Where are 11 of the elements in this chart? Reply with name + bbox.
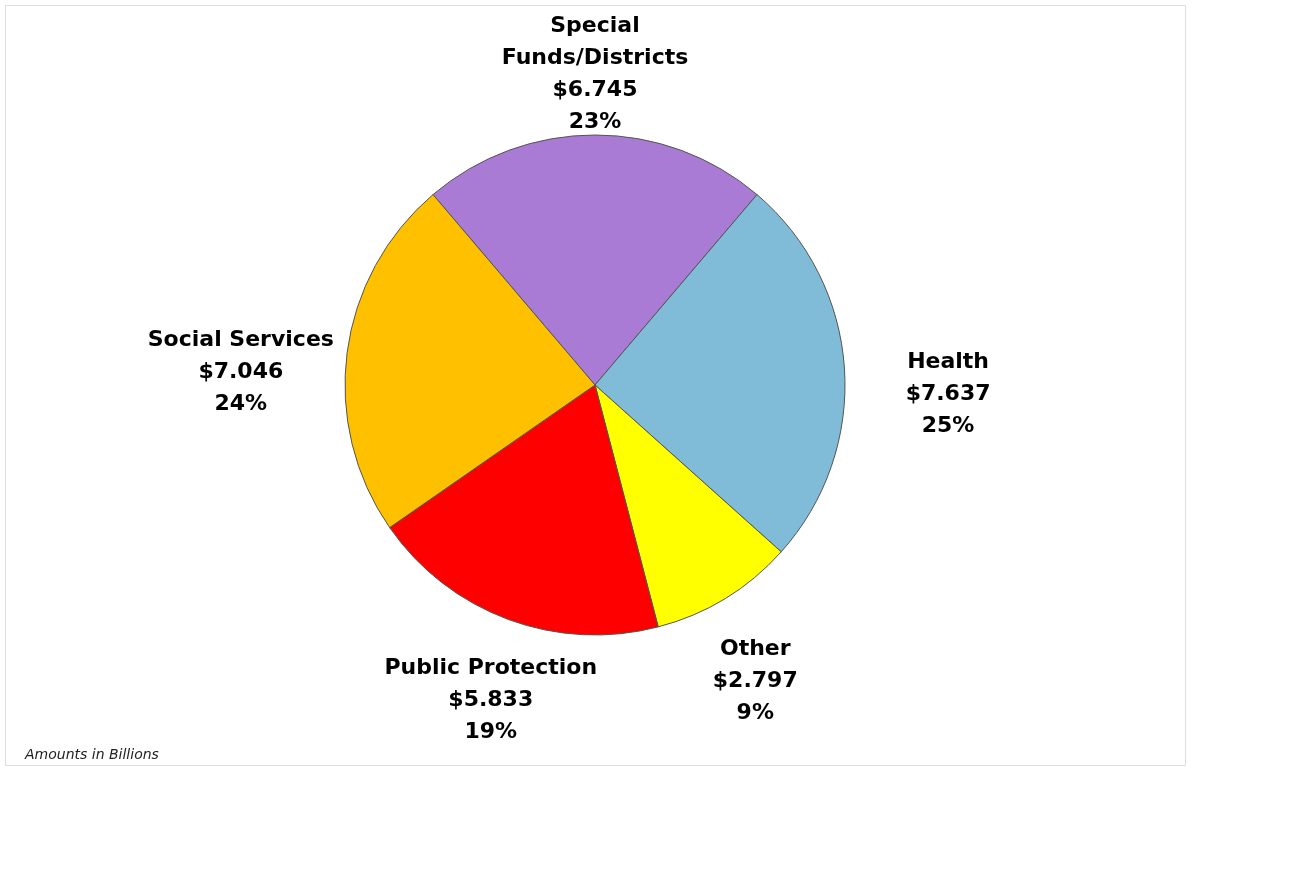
- data-label: $7.637 25%: [905, 380, 991, 438]
- data-label: $7.046 24%: [198, 357, 284, 415]
- slice-label: Public Protection: [384, 653, 598, 679]
- text: Amounts in Billions: [24, 746, 159, 762]
- data-label: $5.833 19%: [448, 685, 534, 743]
- data-label: $6.745 23%: [552, 76, 638, 133]
- data-label: $2.797 9%: [712, 666, 798, 724]
- slice-label: Social Services: [147, 325, 334, 351]
- slice-label: Special Funds/Districts: [501, 12, 689, 69]
- slice-label: Other: [719, 634, 791, 660]
- slice-label: Health: [907, 348, 990, 374]
